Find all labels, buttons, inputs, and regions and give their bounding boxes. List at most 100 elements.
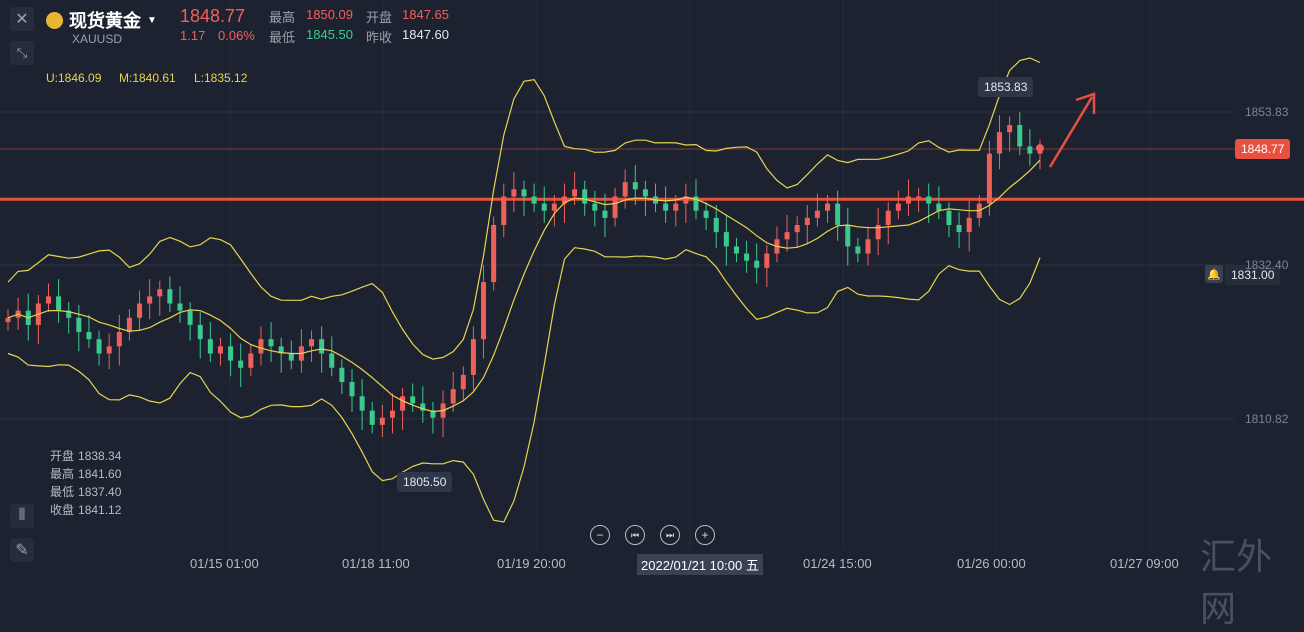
- prev-button[interactable]: ⏮: [625, 525, 645, 545]
- candle-body: [238, 360, 244, 368]
- candle-body: [693, 196, 699, 211]
- candle-body: [217, 346, 223, 354]
- candle-body: [683, 196, 689, 204]
- ohlc-open: 开盘 1838.34: [50, 449, 122, 463]
- candle-body: [379, 417, 385, 425]
- candle-body: [197, 324, 203, 340]
- candle-body: [946, 210, 952, 225]
- candle-body: [541, 203, 547, 211]
- candle-body: [126, 317, 132, 333]
- low-label: 最低: [269, 30, 296, 45]
- ohlc-high: 最高 1841.60: [50, 467, 122, 481]
- candle-body: [278, 346, 284, 354]
- close-icon[interactable]: ✕: [10, 7, 34, 31]
- pencil-icon[interactable]: ✎: [10, 538, 34, 562]
- candle-body: [187, 310, 193, 325]
- candle-body: [359, 396, 365, 411]
- candle-body: [157, 289, 163, 297]
- candle-body: [612, 196, 618, 218]
- alert-price-tag[interactable]: 1831.00: [1225, 265, 1281, 285]
- chevron-down-icon: ▼: [147, 14, 157, 26]
- candle-body: [926, 196, 932, 204]
- candle-body: [66, 310, 72, 318]
- candle-body: [875, 224, 881, 240]
- candle-body: [531, 196, 537, 204]
- xtick-2: 01/18 11:00: [342, 556, 410, 571]
- candle-body: [764, 253, 770, 268]
- candle-body: [470, 339, 476, 375]
- candle-body: [116, 332, 122, 347]
- candle-body: [258, 339, 264, 354]
- boll-lower-line: [7, 247, 1041, 523]
- alert-bell-icon[interactable]: 🔔: [1205, 265, 1223, 283]
- candle-body: [754, 260, 760, 268]
- candle-body: [997, 132, 1003, 154]
- candle-body: [936, 203, 942, 211]
- ohlc-close: 收盘 1841.12: [50, 503, 122, 517]
- candle-body: [845, 224, 851, 247]
- zoom-out-button[interactable]: −: [590, 525, 610, 545]
- candle-body: [592, 203, 598, 211]
- indicator-icon[interactable]: ⫴: [10, 504, 34, 528]
- candle-body: [855, 246, 861, 254]
- candle-body: [561, 196, 567, 204]
- candle-body: [147, 296, 153, 304]
- ytick-1: 1853.83: [1245, 105, 1289, 119]
- ytick-2: 1832.40: [1245, 258, 1289, 272]
- candle-body: [460, 374, 466, 390]
- candle-body: [5, 317, 11, 323]
- candle-body: [207, 339, 213, 354]
- candle-body: [177, 303, 183, 311]
- candle-body: [76, 317, 82, 333]
- candle-body: [268, 339, 274, 347]
- zoom-in-button[interactable]: +: [695, 525, 715, 545]
- collapse-icon[interactable]: ⤡: [10, 41, 34, 65]
- candle-body: [96, 339, 102, 354]
- candle-body: [814, 210, 820, 218]
- candle-body: [481, 282, 487, 340]
- candle-body: [835, 203, 841, 225]
- candle-body: [288, 353, 294, 361]
- candle-body: [794, 224, 800, 233]
- candle-body: [713, 217, 719, 233]
- candle-body: [329, 353, 335, 368]
- candle-body: [56, 296, 62, 311]
- candle-body: [865, 239, 871, 254]
- candle-body: [228, 346, 234, 361]
- candle-body: [248, 353, 254, 368]
- candle-body: [420, 403, 426, 411]
- instrument-symbol: XAUUSD: [72, 32, 123, 46]
- candle-body: [450, 389, 456, 404]
- ohlc-low: 最低 1837.40: [50, 485, 122, 499]
- candle-body: [986, 153, 992, 204]
- candle-body: [86, 332, 92, 340]
- boll-lower: L:1835.12: [194, 71, 248, 85]
- symbol-selector[interactable]: 现货黄金 ▼: [46, 7, 157, 33]
- candle-body: [1027, 146, 1033, 154]
- high-marker: 1853.83: [978, 77, 1034, 97]
- next-button[interactable]: ⏭: [660, 525, 680, 545]
- candle-body: [551, 203, 557, 211]
- boll-middle: M:1840.61: [119, 71, 176, 85]
- chart-canvas[interactable]: [0, 0, 1304, 582]
- low-marker: 1805.50: [397, 472, 453, 492]
- xtick-3: 01/19 20:00: [497, 556, 566, 571]
- candle-body: [642, 189, 648, 197]
- open-label: 开盘: [366, 10, 393, 25]
- candle-body: [663, 203, 669, 211]
- candle-body: [167, 289, 173, 304]
- candle-body: [501, 196, 507, 225]
- candle-body: [956, 224, 962, 233]
- candle-body: [319, 339, 325, 354]
- candle-body: [825, 203, 831, 211]
- boll-upper: U:1846.09: [46, 71, 102, 85]
- candle-body: [349, 382, 355, 397]
- candle-body: [804, 217, 810, 225]
- candle-body: [369, 410, 375, 425]
- candle-body: [744, 253, 750, 261]
- candle-body: [1007, 125, 1013, 133]
- low-value: 1845.50: [306, 27, 353, 42]
- crosshair-date: 2022/01/21 10:00 五: [637, 554, 763, 575]
- prev-close-value: 1847.60: [402, 27, 449, 42]
- price-change-pct: 0.06%: [218, 28, 255, 43]
